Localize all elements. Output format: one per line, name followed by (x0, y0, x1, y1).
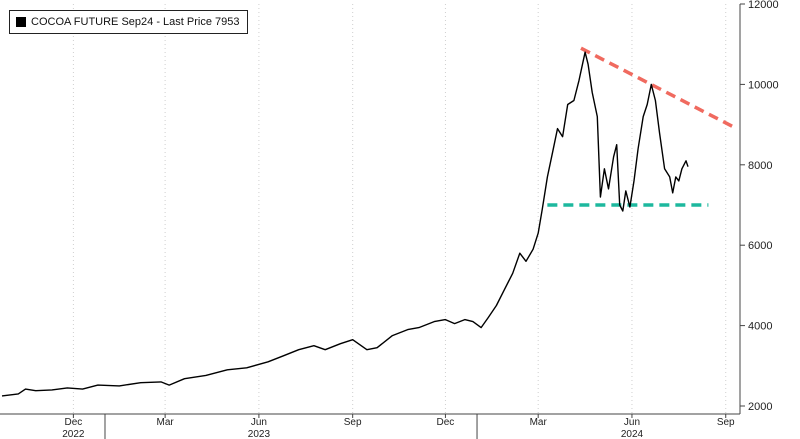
x-tick-label-4: Dec (437, 417, 455, 428)
x-tick-label-3: Sep (344, 417, 362, 428)
legend-swatch-icon (16, 17, 26, 27)
y-tick-label-5: 12000 (748, 0, 779, 11)
x-tick-label-1: Mar (157, 417, 175, 428)
y-tick-label-3: 8000 (748, 160, 772, 172)
x-tick-label-5: Mar (530, 417, 548, 428)
year-label-2: 2024 (621, 429, 644, 439)
year-label-1: 2023 (248, 429, 271, 439)
year-label-0: 2022 (62, 429, 85, 439)
chart-legend: COCOA FUTURE Sep24 - Last Price 7953 (9, 10, 249, 34)
price-series-line-0 (1, 51, 689, 397)
legend-label: COCOA FUTURE Sep24 - Last Price 7953 (31, 16, 240, 28)
y-tick-label-0: 2000 (748, 401, 772, 413)
trend-line-0 (580, 46, 734, 129)
x-tick-label-2: Jun (251, 417, 267, 428)
y-tick-label-2: 6000 (748, 240, 772, 252)
x-tick-label-0: Dec (64, 417, 82, 428)
x-tick-label-7: Sep (717, 417, 735, 428)
y-tick-label-1: 4000 (748, 321, 772, 333)
x-tick-label-6: Jun (624, 417, 640, 428)
y-tick-label-4: 10000 (748, 79, 779, 91)
